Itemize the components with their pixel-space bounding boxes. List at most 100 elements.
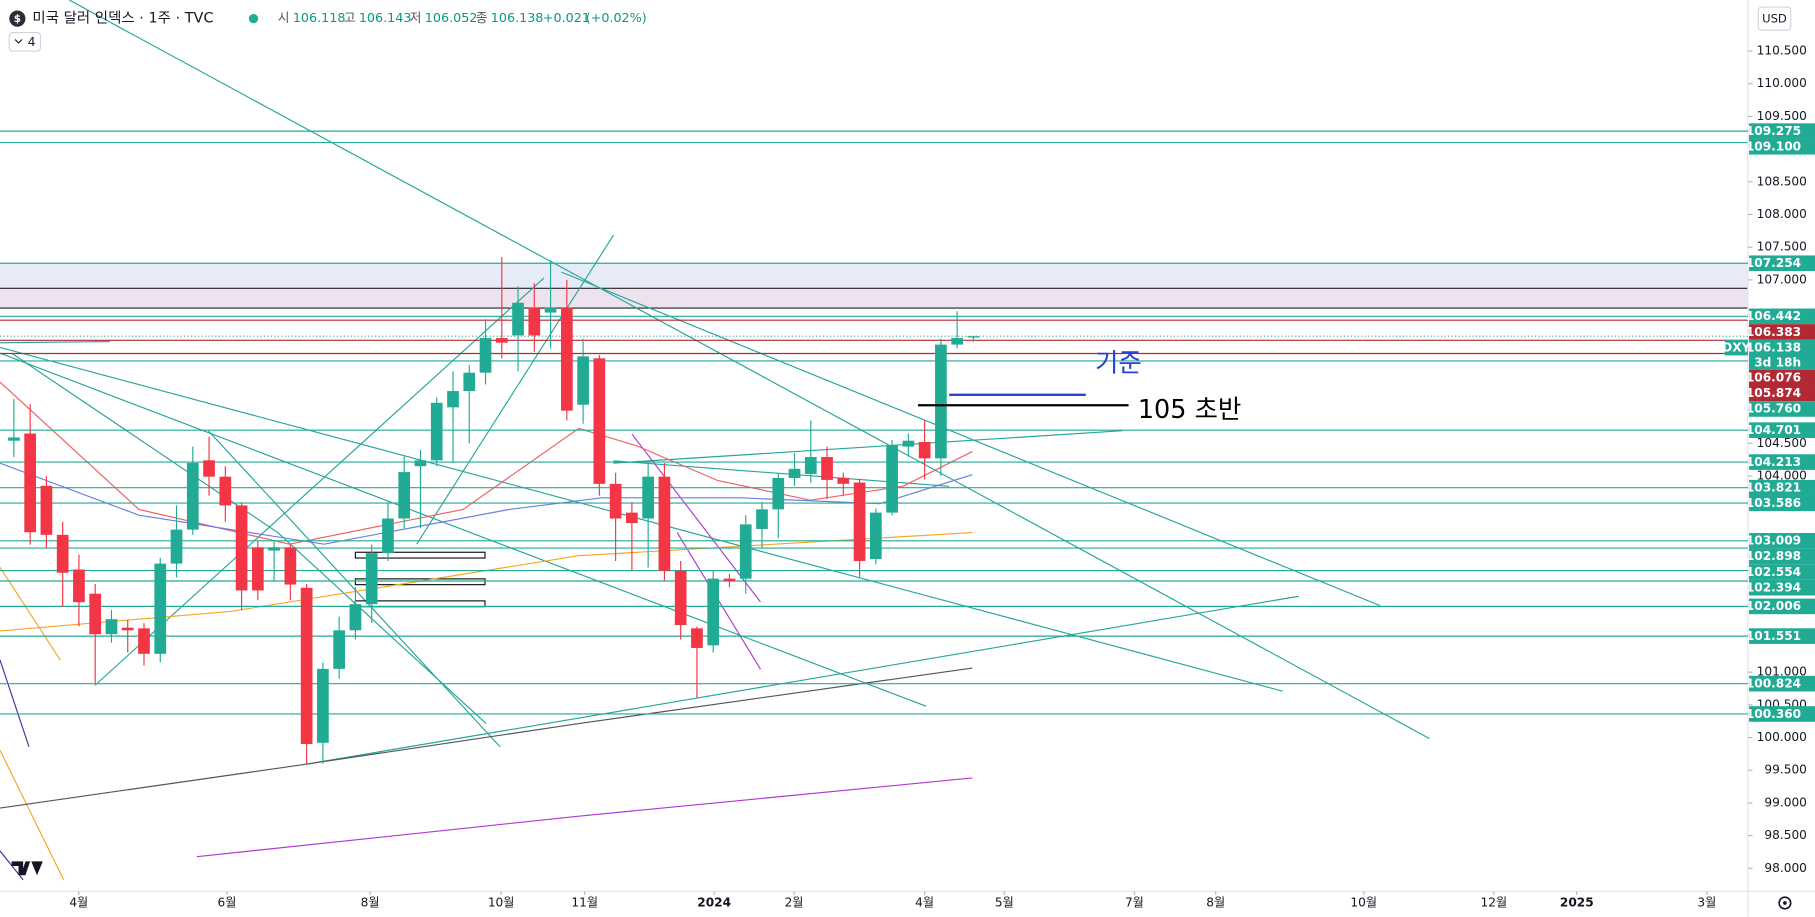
trendline xyxy=(613,430,1123,464)
candle-body xyxy=(219,476,232,506)
trendline xyxy=(0,352,927,707)
ohlc-label: 저 xyxy=(410,11,422,26)
change-percent: (+0.02%) xyxy=(586,11,647,26)
symbol-title: 미국 달러 인덱스 · 1주 · TVC xyxy=(32,10,213,27)
candle-body xyxy=(674,570,687,626)
x-tick-label: 2월 xyxy=(785,895,804,909)
candle-body xyxy=(495,338,508,343)
x-tick-label: 10월 xyxy=(1350,895,1377,909)
price-badge xyxy=(1749,706,1815,722)
candle-body xyxy=(707,578,720,646)
y-tick-label: 98.000 xyxy=(1764,861,1806,875)
candle-body xyxy=(642,476,655,519)
candle-body xyxy=(40,485,53,535)
candle-body xyxy=(756,509,768,529)
candle-body xyxy=(609,483,622,519)
trendline xyxy=(207,430,501,748)
annotation-text: 105 초반 xyxy=(1138,395,1242,425)
x-tick-label: 5월 xyxy=(995,895,1014,909)
candle-body xyxy=(626,512,638,524)
logo xyxy=(11,861,43,876)
status-dot xyxy=(248,14,259,24)
candle-body xyxy=(869,512,882,560)
ma-line xyxy=(0,667,973,809)
symbol-tag-label: DXY xyxy=(1722,340,1750,354)
price-badge xyxy=(1749,255,1815,272)
price-badge xyxy=(1749,324,1815,340)
candle-body xyxy=(967,336,980,338)
price-badge-label: 106.383 xyxy=(1746,325,1801,339)
indicator-toggle[interactable] xyxy=(8,31,42,52)
trendline xyxy=(11,352,487,724)
trendline xyxy=(69,0,1430,740)
ohlc-label: 종 xyxy=(476,11,488,26)
y-tick-label: 99.500 xyxy=(1764,763,1806,777)
y-tick-label: 104.500 xyxy=(1757,436,1807,450)
candle-body xyxy=(56,534,69,573)
candle-body xyxy=(154,563,167,654)
y-tick-label: 99.000 xyxy=(1764,795,1806,809)
candle-body xyxy=(8,437,20,441)
y-tick-label: 104.000 xyxy=(1757,469,1807,483)
price-badge xyxy=(1749,675,1815,692)
price-badge xyxy=(1749,422,1815,438)
price-badge-label: 104.213 xyxy=(1746,455,1801,469)
range-box xyxy=(354,551,486,559)
x-tick-label: 4월 xyxy=(69,895,88,909)
plot-area xyxy=(0,0,1748,881)
candle-body xyxy=(333,630,346,669)
price-badge xyxy=(1749,495,1815,512)
candle-body xyxy=(447,391,459,408)
countdown: 3d 18h xyxy=(1754,355,1801,369)
candle-body xyxy=(365,553,378,605)
price-badge-label: 100.360 xyxy=(1746,707,1801,721)
candle-body xyxy=(902,440,915,447)
candle-body xyxy=(528,307,541,336)
x-tick-label: 2025 xyxy=(1560,895,1594,909)
trendline xyxy=(416,234,614,545)
price-badge-label: 103.586 xyxy=(1746,496,1801,510)
candle-body xyxy=(739,524,752,579)
trendline xyxy=(306,595,1299,765)
ohlc-value: 106.118 xyxy=(293,11,346,26)
currency-button[interactable] xyxy=(1757,6,1792,31)
x-tick-label: 4월 xyxy=(915,895,934,909)
price-badge xyxy=(1749,308,1815,325)
candle-body xyxy=(398,472,411,519)
ohlc-value: 106.052 xyxy=(425,11,478,26)
settings-icon[interactable] xyxy=(1778,896,1792,910)
candle-body xyxy=(560,307,573,411)
tv-logo xyxy=(11,861,43,876)
symbol-icon-text: $ xyxy=(14,13,21,25)
trendlines xyxy=(0,0,1430,881)
y-tick-label: 108.000 xyxy=(1757,207,1807,221)
candle-body xyxy=(691,628,703,648)
price-badge-label: 102.394 xyxy=(1746,580,1801,594)
y-tick-label: 100.000 xyxy=(1757,730,1807,744)
x-tick-label: 11월 xyxy=(571,895,598,909)
price-badge-label: 105.874 xyxy=(1746,386,1801,400)
price-badge xyxy=(1749,454,1815,470)
settings-icon-dot xyxy=(1783,901,1787,905)
candle-body xyxy=(105,619,118,635)
price-badge xyxy=(1749,369,1815,386)
candle-body xyxy=(593,358,606,484)
ohlc-label: 시 xyxy=(278,11,290,26)
price-badge xyxy=(1749,138,1815,155)
price-badge-label: 100.824 xyxy=(1746,676,1801,690)
symbol-tag xyxy=(1724,339,1748,356)
candle-body xyxy=(89,593,102,635)
candle-body xyxy=(658,476,671,571)
trendline xyxy=(0,749,65,881)
trendline xyxy=(561,271,1380,607)
price-badge-label: 109.100 xyxy=(1746,140,1801,154)
price-badge xyxy=(1749,123,1815,139)
candle-body xyxy=(349,604,362,631)
annotation-text: 기준 xyxy=(1095,349,1142,379)
candle-body xyxy=(544,307,557,313)
y-tick-label: 98.500 xyxy=(1764,828,1806,842)
trendline xyxy=(0,341,110,344)
ohlc-value: 106.138 xyxy=(491,11,544,26)
price-badge-label: 106.076 xyxy=(1746,370,1801,384)
